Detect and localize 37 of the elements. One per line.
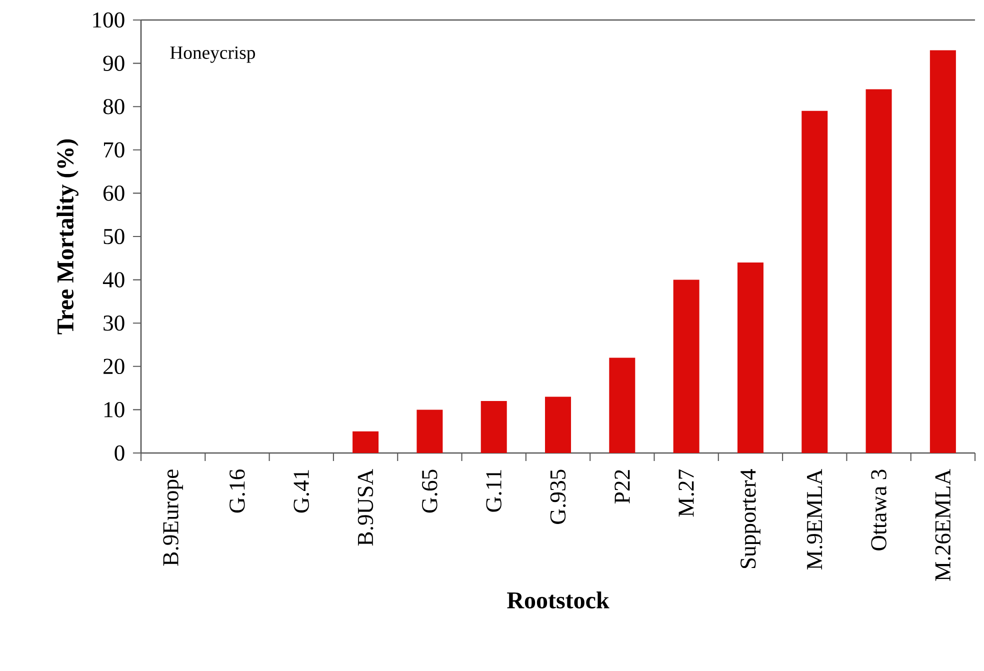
y-tick-label: 10 bbox=[104, 402, 124, 418]
y-tick-label: 0 bbox=[114, 445, 124, 461]
y-tick-label: 60 bbox=[103, 186, 124, 201]
bar bbox=[352, 431, 379, 453]
bar bbox=[802, 110, 828, 453]
bar bbox=[609, 358, 636, 453]
y-tick-label: 30 bbox=[104, 315, 124, 331]
y-tick-label: 80 bbox=[103, 98, 124, 114]
x-tick-label: G.11 bbox=[486, 470, 502, 512]
y-tick-label: 40 bbox=[102, 272, 124, 288]
bar bbox=[480, 401, 507, 453]
x-tick-label: G.16 bbox=[230, 469, 245, 513]
y-tick-label: 20 bbox=[104, 358, 124, 374]
bar bbox=[416, 410, 443, 453]
bar bbox=[673, 280, 700, 453]
x-tick-label: P22 bbox=[614, 470, 630, 504]
x-tick-label: M.9EMLA bbox=[806, 468, 822, 570]
x-tick-label: B.9USA bbox=[358, 468, 374, 546]
annotation: Honeycrisp bbox=[170, 46, 256, 63]
y-axis-title: Tree Mortality (%) bbox=[56, 139, 78, 334]
bar bbox=[930, 50, 956, 453]
x-tick-label: G.935 bbox=[550, 470, 566, 524]
y-tick-label: 50 bbox=[104, 228, 124, 244]
x-tick-label: Ottawa 3 bbox=[871, 470, 886, 550]
x-tick-label: G.65 bbox=[422, 470, 438, 513]
bar bbox=[737, 262, 764, 453]
x-tick-label: M.27 bbox=[678, 469, 694, 517]
x-tick-label: B.9Europe bbox=[163, 470, 183, 566]
y-tick-label: 70 bbox=[104, 142, 124, 158]
x-tick-label: M.26EMLA bbox=[935, 468, 951, 581]
y-tick-label: 90 bbox=[103, 56, 124, 71]
bar bbox=[866, 89, 892, 453]
y-tick-label: 100 bbox=[93, 12, 124, 28]
x-axis-title: Rootstock bbox=[507, 592, 610, 608]
bar bbox=[545, 396, 572, 453]
x-tick-label: Supporter4 bbox=[740, 469, 760, 568]
x-tick-label: G.41 bbox=[294, 470, 310, 513]
